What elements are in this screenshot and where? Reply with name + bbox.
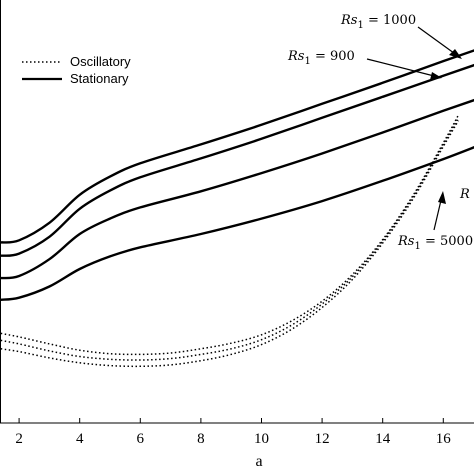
- x-ticks: 2 4 6 8 10 12 14 16: [15, 418, 451, 447]
- annotation-rs-900: Rs1 = 900: [287, 49, 355, 67]
- annotation-arrowhead-5000: [438, 191, 446, 204]
- x-tick-label-14: 14: [375, 431, 391, 447]
- annotation-r-partial: R: [459, 187, 470, 202]
- oscillatory-curve-2: [0, 117, 460, 361]
- annotation-arrow-900: [366, 58, 439, 78]
- series-layer: [0, 49, 474, 368]
- annotation-arrowhead-900: [430, 72, 442, 80]
- x-tick-label-6: 6: [137, 431, 145, 447]
- annotations: Rs1 = 1000 Rs1 = 900 R Rs1 = 5000: [287, 13, 473, 252]
- x-tick-label-12: 12: [315, 431, 330, 447]
- stationary-curve-2: [0, 63, 474, 257]
- x-axis-label: a: [255, 453, 262, 470]
- x-tick-label-10: 10: [254, 431, 269, 447]
- annotation-rs-1000: Rs1 = 1000: [340, 13, 416, 31]
- x-tick-label-16: 16: [436, 431, 452, 447]
- oscillatory-curve-1: [0, 114, 460, 356]
- x-tick-label-8: 8: [197, 431, 205, 447]
- annotation-rs-5000: Rs1 = 5000: [397, 234, 473, 252]
- stationary-curve-3: [0, 98, 474, 280]
- annotation-arrow-1000: [417, 26, 459, 57]
- oscillatory-curve-3: [0, 120, 460, 368]
- legend: Oscillatory Stationary: [22, 54, 131, 86]
- legend-oscillatory-label: Oscillatory: [70, 54, 131, 69]
- plot-area: [0, 0, 474, 424]
- stationary-curve-1: [0, 49, 474, 244]
- legend-stationary-label: Stationary: [70, 71, 129, 86]
- stationary-curve-4: [0, 146, 474, 301]
- annotation-arrowhead-1000: [449, 49, 462, 59]
- x-tick-label-4: 4: [76, 431, 84, 447]
- x-tick-label-2: 2: [15, 431, 23, 447]
